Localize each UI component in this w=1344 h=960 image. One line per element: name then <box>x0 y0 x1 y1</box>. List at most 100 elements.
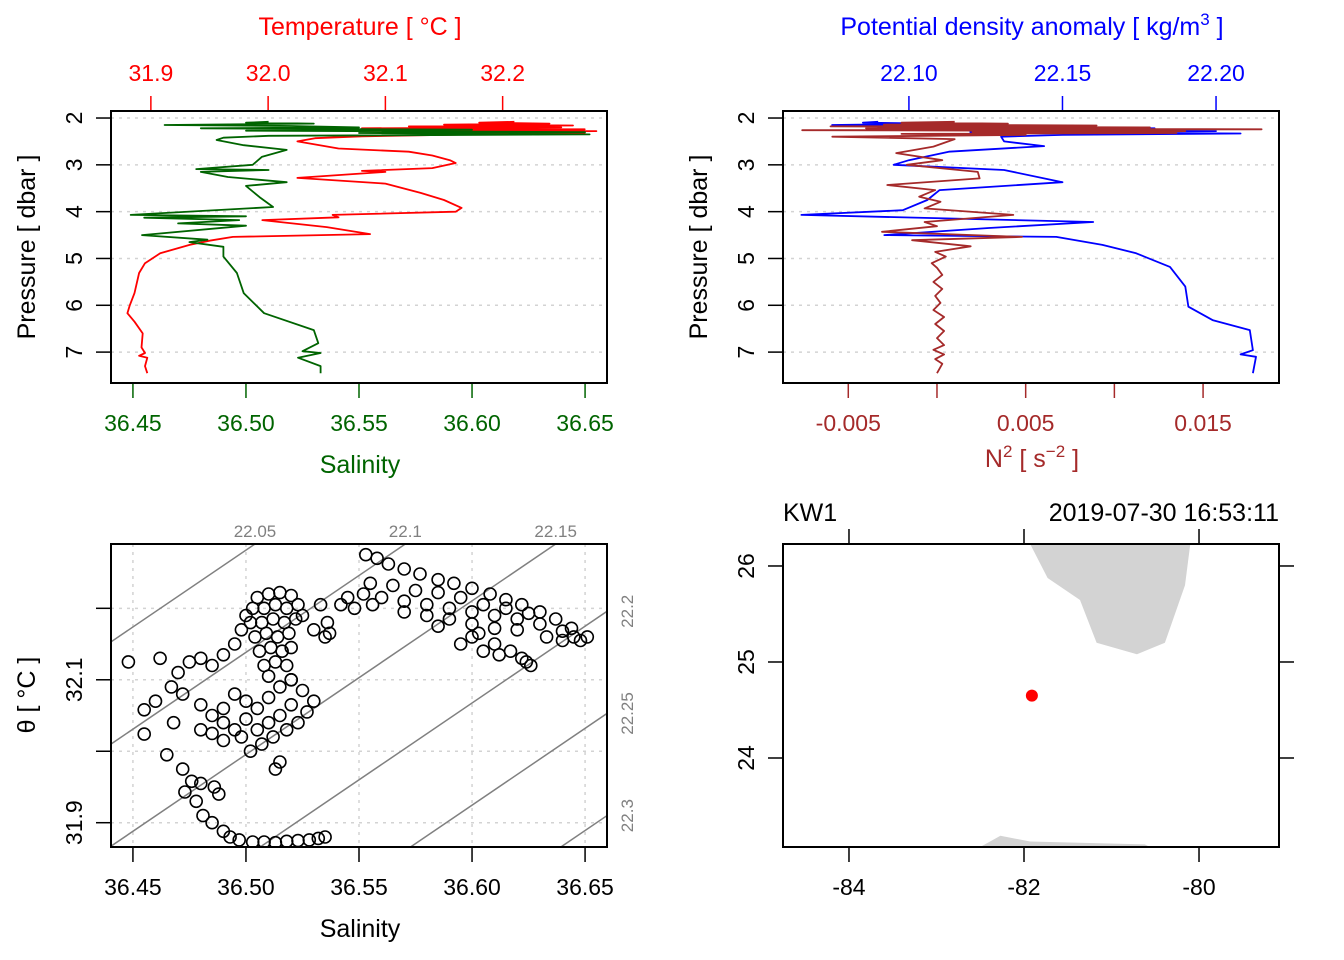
ts-point <box>499 592 513 607</box>
ts-point <box>223 830 237 844</box>
salinity-axis-label: Salinity <box>320 451 401 479</box>
ts-point <box>205 815 219 830</box>
ts-point <box>194 651 208 666</box>
ts-point <box>519 655 534 669</box>
ts-point <box>166 715 181 730</box>
ts-point <box>548 612 563 626</box>
ts-point <box>279 601 294 616</box>
ts-point <box>234 730 249 744</box>
bottom-tick-label: 36.60 <box>443 410 501 436</box>
y-tick-label: 6 <box>733 299 759 312</box>
ts-point <box>521 606 536 621</box>
ts-point <box>555 633 570 648</box>
coastline-land <box>1030 544 1191 655</box>
ts-point <box>580 630 595 644</box>
top-tick-label: 22.15 <box>1034 60 1092 86</box>
ts-point <box>261 690 276 705</box>
lat-tick-label: 25 <box>733 649 759 675</box>
bottom-tick-label: 36.50 <box>217 410 275 436</box>
isopycnal-line <box>259 610 607 847</box>
time-label: 2019-07-30 16:53:11 <box>1049 499 1279 527</box>
x-tick-label: 36.65 <box>556 874 614 900</box>
top-tick-label: 31.9 <box>128 60 173 86</box>
ts-point <box>261 669 276 684</box>
ts-point <box>564 621 579 636</box>
ts-point <box>148 694 163 709</box>
n2-axis-label: N2 [ s−2 ] <box>985 442 1079 473</box>
ts-point <box>189 794 203 809</box>
isopycnal-label: 22.15 <box>534 522 577 541</box>
ts-point <box>194 697 208 712</box>
ts-point <box>358 547 373 562</box>
ts-point <box>266 612 280 626</box>
isopycnal-line <box>410 712 607 847</box>
ts-point <box>153 651 167 666</box>
bottom-tick-label: 36.65 <box>556 410 614 436</box>
x-tick-label: 36.50 <box>217 874 275 900</box>
ts-point <box>273 585 287 600</box>
ts-point <box>291 597 305 612</box>
ts-point <box>510 622 525 637</box>
plot-layer: 2 3 4 5 6 7 31.9 32.0 32.1 32.2 36.45 36.50 36.55 36.… <box>61 60 1294 900</box>
ts-point <box>137 702 151 717</box>
ts-point <box>175 687 190 701</box>
ts-point <box>216 733 231 748</box>
ts-point <box>465 581 479 596</box>
ts-point <box>322 626 337 641</box>
ts-point <box>442 612 457 626</box>
ts-point <box>205 726 219 741</box>
plot-frame <box>782 110 1280 384</box>
ts-point <box>279 834 294 847</box>
ts-point <box>263 640 278 655</box>
ts-point <box>510 612 525 626</box>
ts-point <box>419 597 434 612</box>
ts-point <box>320 615 335 630</box>
bottom-series-line <box>801 120 1263 374</box>
bottom-tick-label: 0.015 <box>1174 410 1232 436</box>
ts-point <box>295 683 310 698</box>
ts-point <box>533 617 547 631</box>
y-tick-label: 2 <box>61 112 87 125</box>
y-tick-label: 7 <box>733 346 759 359</box>
top-tick-label: 32.1 <box>363 60 408 86</box>
ts-point <box>279 722 294 737</box>
ts-point <box>397 562 412 576</box>
y-tick-label: 32.1 <box>61 657 87 702</box>
ts-point <box>374 590 389 605</box>
ts-point <box>216 715 231 730</box>
bottom-tick-label: -0.005 <box>816 410 881 436</box>
lon-tick-label: -82 <box>1007 874 1040 900</box>
lat-tick-label: 24 <box>733 745 759 771</box>
top-tick-label: 32.2 <box>480 60 525 86</box>
ts-point <box>363 576 378 591</box>
bottom-tick-label: 36.55 <box>330 410 388 436</box>
ts-point <box>175 762 190 776</box>
ts-point <box>284 640 299 655</box>
y-tick-label: 4 <box>733 205 759 218</box>
ts-point <box>465 617 479 631</box>
top-tick-label: 22.20 <box>1187 60 1245 86</box>
coastline-land <box>980 835 1150 847</box>
ts-point <box>487 608 502 623</box>
ts-point <box>306 622 321 637</box>
ts-point <box>268 597 283 612</box>
ts-point <box>381 557 396 571</box>
ts-point <box>483 587 497 601</box>
ts-point <box>539 630 554 644</box>
ts-point <box>194 722 208 737</box>
ts-point <box>476 644 491 659</box>
ts-point <box>487 621 502 636</box>
bottom-tick-label: 0.005 <box>997 410 1055 436</box>
ts-point <box>227 687 242 701</box>
ts-point <box>259 626 274 641</box>
density-axis-label: Potential density anomaly [ kg/m3 ] <box>840 10 1223 41</box>
ts-point <box>234 622 249 637</box>
x-tick-label: 36.60 <box>443 874 501 900</box>
lon-tick-label: -80 <box>1182 874 1215 900</box>
ts-point <box>408 583 423 598</box>
isopycnal-label: 22.25 <box>618 692 637 735</box>
y-tick-label: 4 <box>61 205 87 218</box>
ts-point <box>216 647 231 662</box>
ts-point <box>282 626 296 641</box>
